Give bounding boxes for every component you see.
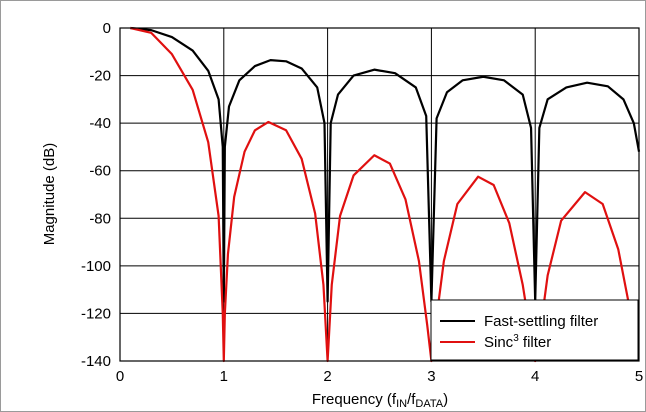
y-axis-title: Magnitude (dB) — [41, 143, 58, 246]
series-line-fast-settling — [130, 26, 641, 303]
x-axis-title-mid: /f — [407, 391, 416, 408]
legend-label-sinc3-sup: 3 — [513, 333, 519, 344]
x-tick-label: 3 — [427, 368, 435, 385]
x-axis-title-base: Frequency (f — [312, 391, 397, 408]
y-tick-label: -60 — [89, 163, 111, 180]
x-axis-title-sub-data: DATA — [415, 398, 443, 410]
y-tick-label: -120 — [81, 305, 111, 322]
x-tick-label: 4 — [531, 368, 539, 385]
x-tick-label: 1 — [220, 368, 228, 385]
plot-border — [119, 27, 640, 362]
x-tick-label: 2 — [323, 368, 331, 385]
y-tick-label: -100 — [81, 258, 111, 275]
legend-label-fast-settling: Fast-settling filter — [484, 313, 598, 330]
x-axis-title-sub-in: IN — [396, 398, 407, 410]
tick-layer: 0 1 2 3 4 5 0 -20 -40 -60 -80 -100 -120 -140 — [81, 20, 643, 385]
legend-label-sinc3: Sinc3 filter — [484, 333, 551, 351]
legend: Fast-settling filter Sinc3 filter — [430, 299, 639, 361]
y-tick-label: 0 — [103, 20, 111, 37]
legend-label-sinc3-end: filter — [519, 334, 552, 351]
y-tick-label: -20 — [89, 68, 111, 85]
y-tick-label: -40 — [89, 115, 111, 132]
y-tick-label: -140 — [81, 353, 111, 370]
x-axis-title-end: ) — [443, 391, 448, 408]
legend-box — [430, 299, 639, 361]
x-tick-label: 0 — [116, 368, 124, 385]
y-tick-label: -80 — [89, 210, 111, 227]
x-axis-title: Frequency (fIN/fDATA) — [312, 391, 448, 410]
x-tick-label: 5 — [635, 368, 643, 385]
legend-label-sinc3-base: Sinc — [484, 334, 514, 351]
